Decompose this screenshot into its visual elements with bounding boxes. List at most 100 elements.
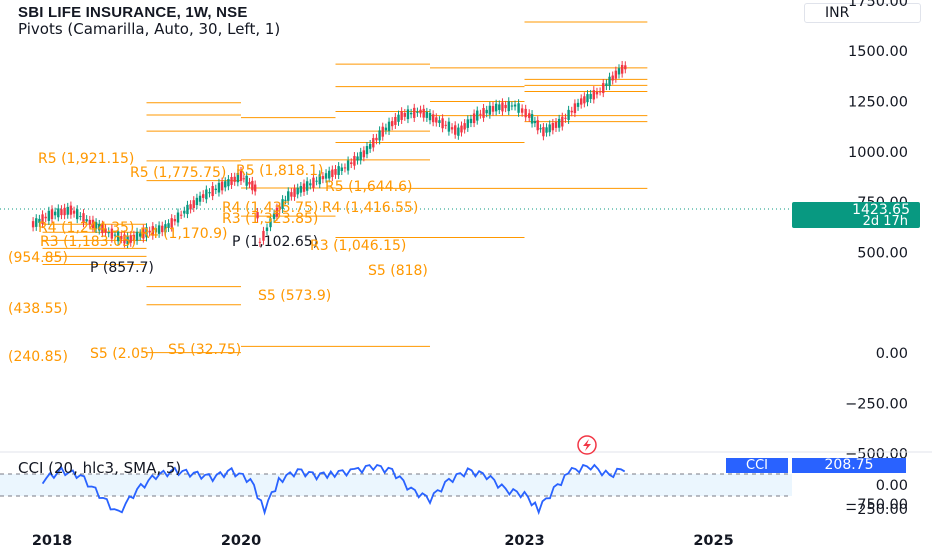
candle-body <box>387 121 391 131</box>
candle-body <box>302 183 306 192</box>
price-tick-label: 1750.00 <box>848 0 908 10</box>
candle-body <box>350 162 353 165</box>
chart-title: SBI LIFE INSURANCE, 1W, NSE <box>18 4 248 21</box>
candle-body <box>463 123 466 130</box>
candle-body <box>278 206 281 210</box>
candle-body <box>378 130 381 141</box>
candle-body <box>110 228 114 239</box>
candle-body <box>419 109 422 114</box>
time-tick-label: 2020 <box>221 533 261 549</box>
candle-body <box>195 197 199 206</box>
candle-body <box>113 234 117 236</box>
candle-body <box>498 104 501 110</box>
pivots-indicator-label[interactable]: Pivots (Camarilla, Auto, 30, Left, 1) <box>18 20 281 38</box>
candle-body <box>520 108 524 113</box>
candle-body <box>198 195 202 202</box>
candle-body <box>530 114 534 124</box>
candle-body <box>50 209 54 220</box>
candle-body <box>262 230 265 241</box>
candle-body <box>230 176 233 185</box>
candle-body <box>183 210 186 214</box>
candle-body <box>236 172 240 183</box>
candle-body <box>179 214 183 216</box>
candle-body <box>431 114 435 123</box>
pivot-label: (438.55) <box>8 301 68 317</box>
candle-body <box>400 111 403 120</box>
candle-body <box>38 218 41 223</box>
candle-body <box>35 218 38 227</box>
candle-body <box>365 146 369 155</box>
candle-body <box>331 169 334 177</box>
cci-value: 208.75 <box>792 458 906 473</box>
candle-body <box>384 127 388 131</box>
candle-body <box>60 209 63 216</box>
candle-body <box>485 109 488 114</box>
candle-body <box>151 226 154 236</box>
candle-body <box>251 180 254 191</box>
candle-body <box>76 209 79 220</box>
candle-body <box>539 128 542 130</box>
pivot-label: (240.85) <box>8 349 68 365</box>
candle-body <box>88 219 91 225</box>
price-axis[interactable]: 3000.002750.002500.002250.002000.001750.… <box>845 0 908 518</box>
candle-body <box>425 111 429 118</box>
candle-body <box>561 116 564 127</box>
candle-body <box>167 223 170 228</box>
candle-body <box>296 187 299 195</box>
candle-body <box>620 64 624 74</box>
candle-body <box>472 113 476 124</box>
candle-body <box>528 113 531 118</box>
time-tick-label: 2018 <box>32 533 72 549</box>
candle-body <box>227 179 230 187</box>
candle-body <box>469 118 473 124</box>
candle-body <box>275 207 279 217</box>
cci-line <box>41 463 626 516</box>
candle-body <box>403 112 406 117</box>
pivot-label: P (1,102.65) <box>232 234 318 250</box>
candle-body <box>482 107 485 118</box>
candle-body <box>353 156 356 166</box>
candle-body <box>381 126 384 137</box>
candle-body <box>253 184 257 192</box>
pivot-label: P (857.7) <box>90 260 154 276</box>
candle-body <box>139 233 142 237</box>
candle-body <box>120 236 123 240</box>
candle-body <box>391 121 394 127</box>
price-tick-label: −750.00 <box>845 497 908 513</box>
candle-body <box>476 110 479 121</box>
pivot-label: R5 (1,775.75) <box>130 165 226 181</box>
cci-path <box>41 463 626 516</box>
candle-body <box>290 192 293 197</box>
candle-body <box>248 181 251 185</box>
cci-indicator-label[interactable]: CCI (20, hlc3, SMA, 5) <box>18 459 182 477</box>
lightning-icon[interactable] <box>577 435 597 455</box>
cci-tag: CCI <box>726 458 788 473</box>
candle-body <box>608 76 611 87</box>
cci-tick-label: 0.00 <box>876 478 908 494</box>
pivot-label: R5 (1,818.1) <box>236 163 323 179</box>
candle-body <box>281 199 284 210</box>
time-axis[interactable]: 2018 2020 2023 2025 <box>32 533 734 549</box>
candle-body <box>305 181 309 191</box>
currency-selector[interactable]: INR <box>804 3 921 23</box>
candle-body <box>551 122 555 131</box>
candle-body <box>82 213 85 224</box>
candle-body <box>293 188 296 197</box>
candle-body <box>284 199 287 201</box>
time-tick-label: 2025 <box>693 533 733 549</box>
candle-body <box>53 211 57 216</box>
candle-body <box>438 120 441 124</box>
candle-body <box>258 241 262 243</box>
candle-body <box>454 125 457 135</box>
candle-body <box>409 112 413 115</box>
candle-body <box>202 194 205 198</box>
candle-body <box>321 176 325 180</box>
candle-body <box>340 167 343 171</box>
candle-body <box>173 219 177 222</box>
candle-body <box>557 118 561 128</box>
candle-body <box>85 219 88 222</box>
candle-body <box>576 102 580 107</box>
candle-body <box>214 188 217 191</box>
candle-body <box>617 68 621 75</box>
